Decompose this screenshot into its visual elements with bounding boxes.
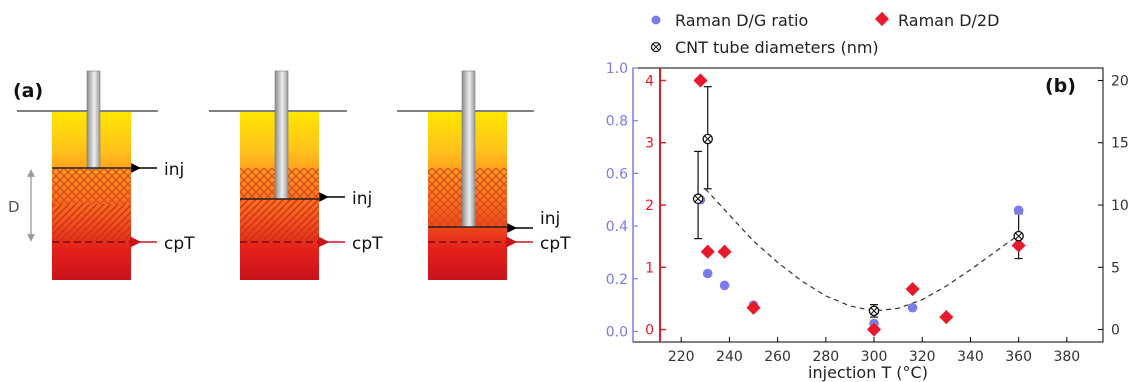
legend-marker-dg (651, 15, 661, 25)
point-dg-ratio (907, 302, 918, 313)
panel-b-chart: (b) 220 240 260 280 300 320 340 360 3800.00.20.4… (606, 11, 1129, 382)
x-tick-label: 220 (668, 349, 695, 365)
red-y-tick-label: 1 (645, 260, 654, 276)
point-d2d-ratio (939, 310, 954, 325)
point-d2d-ratio (693, 73, 708, 88)
x-axis-label: injection T (°C) (808, 363, 928, 382)
point-dg-ratio (719, 280, 730, 291)
panel-a-schematic: (a) D inj cpT inj (8, 70, 571, 280)
panel-a-label: (a) (13, 80, 43, 102)
right-y-tick-label: 20 (1111, 73, 1129, 89)
x-tick-label: 260 (764, 349, 791, 365)
point-cnt-diameter (1013, 230, 1024, 242)
panel-b-label: (b) (1045, 75, 1076, 97)
point-d2d-ratio (717, 244, 732, 259)
blue-y-tick-label: 0.0 (606, 324, 628, 340)
reactor-tube-2: inj cpT (209, 70, 383, 280)
point-d2d-ratio (700, 244, 715, 259)
legend-marker-cnt (650, 41, 662, 53)
x-tick-label: 380 (1053, 349, 1080, 365)
red-y-tick-label: 3 (645, 136, 654, 152)
point-d2d-ratio (746, 300, 761, 315)
reactor-tube-3: inj cpT (397, 70, 571, 280)
right-y-tick-label: 15 (1111, 136, 1129, 152)
x-tick-label: 320 (909, 349, 936, 365)
legend-label-d2d: Raman D/2D (898, 11, 999, 30)
critical-label-3: cpT (540, 234, 571, 254)
critical-label-2: cpT (352, 234, 383, 254)
x-tick-label: 360 (1005, 349, 1032, 365)
injection-label-3: inj (540, 209, 560, 229)
point-d2d-ratio (905, 281, 920, 297)
blue-y-tick-label: 0.6 (606, 166, 628, 182)
x-tick-label: 340 (957, 349, 984, 365)
right-y-tick-label: 0 (1111, 323, 1120, 339)
red-y-tick-label: 4 (645, 73, 654, 89)
blue-y-tick-label: 0.2 (606, 272, 628, 288)
x-tick-label: 240 (716, 349, 743, 365)
fit-curve (704, 188, 1019, 312)
point-cnt-diameter (692, 193, 704, 205)
dimension-label: D (8, 198, 20, 216)
point-cnt-diameter (868, 305, 880, 317)
point-dg-ratio (702, 268, 713, 279)
x-tick-label: 300 (861, 349, 888, 365)
plot-frame (632, 67, 1104, 343)
injection-label-2: inj (352, 189, 372, 209)
point-d2d-ratio (1011, 238, 1026, 253)
point-cnt-diameter (702, 133, 713, 145)
point-dg-ratio (1013, 205, 1024, 216)
injection-label-1: inj (164, 160, 184, 180)
blue-y-tick-label: 0.8 (606, 114, 628, 130)
point-d2d-ratio (866, 322, 882, 337)
right-y-tick-label: 10 (1111, 198, 1129, 214)
legend: Raman D/G ratio Raman D/2D CNT tube diam… (650, 11, 999, 57)
legend-label-cnt: CNT tube diameters (nm) (675, 38, 879, 57)
legend-marker-d2d (874, 11, 890, 27)
reactor-tube-1: D inj cpT (8, 70, 195, 280)
red-y-tick-label: 0 (645, 323, 654, 339)
right-y-tick-label: 5 (1111, 260, 1120, 276)
critical-label-1: cpT (164, 234, 195, 254)
blue-y-tick-label: 0.4 (606, 219, 628, 235)
x-tick-label: 280 (812, 349, 839, 365)
blue-y-tick-label: 1.0 (606, 61, 628, 77)
red-y-tick-label: 2 (645, 198, 654, 214)
legend-label-dg: Raman D/G ratio (675, 11, 808, 30)
